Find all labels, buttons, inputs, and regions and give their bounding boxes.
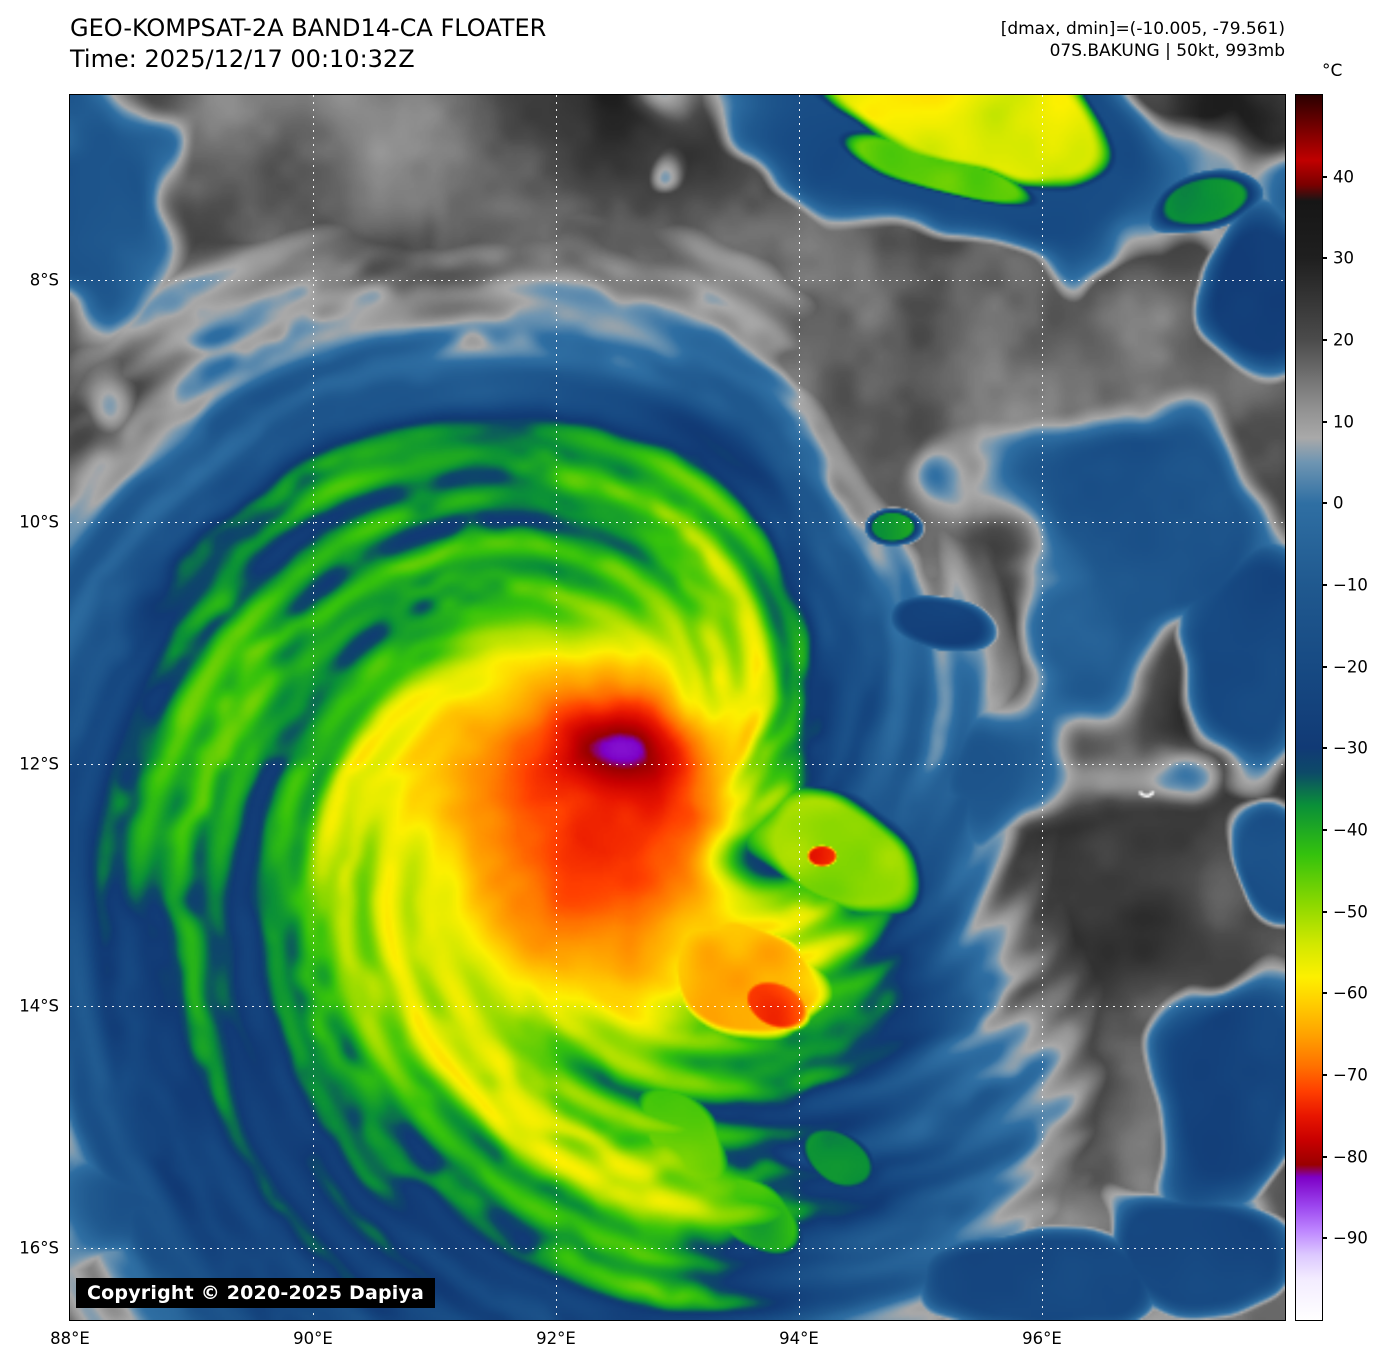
lat-tick-label: 16°S bbox=[19, 1238, 59, 1258]
copyright-badge: Copyright © 2020-2025 Dapiya bbox=[76, 1278, 436, 1308]
colorbar-unit-label: °C bbox=[1322, 61, 1343, 81]
colorbar-tick-label: −10 bbox=[1333, 575, 1368, 595]
colorbar-tickmark bbox=[1323, 339, 1327, 341]
storm-info: 07S.BAKUNG | 50kt, 993mb bbox=[1049, 41, 1285, 61]
colorbar-tickmark bbox=[1323, 1074, 1327, 1076]
colorbar-tickmark bbox=[1323, 502, 1327, 505]
colorbar-tick-label: 10 bbox=[1333, 412, 1354, 432]
colorbar-tick-label: 0 bbox=[1333, 493, 1344, 513]
colorbar-tick-label: 40 bbox=[1333, 167, 1354, 187]
lon-tick-label: 90°E bbox=[293, 1329, 333, 1348]
lon-tick-label: 92°E bbox=[536, 1329, 576, 1348]
lat-tick-label: 12°S bbox=[19, 754, 59, 774]
satellite-image bbox=[70, 95, 1285, 1320]
header-left: GEO-KOMPSAT-2A BAND14-CA FLOATER Time: 2… bbox=[70, 13, 546, 75]
colorbar-tick-label: −40 bbox=[1333, 820, 1368, 840]
colorbar-tickmark bbox=[1323, 420, 1327, 423]
colorbar-tick-label: −60 bbox=[1333, 983, 1368, 1003]
colorbar-tickmark bbox=[1323, 992, 1327, 995]
colorbar-tickmark bbox=[1323, 747, 1327, 750]
colorbar-tick-label: −50 bbox=[1333, 902, 1368, 922]
colorbar-tick-label: 30 bbox=[1333, 248, 1354, 268]
colorbar-gradient bbox=[1295, 94, 1323, 1321]
header-right: [dmax, dmin]=(-10.005, -79.561) 07S.BAKU… bbox=[1001, 18, 1285, 62]
colorbar-tickmark bbox=[1323, 257, 1327, 260]
colorbar-tick-label: −70 bbox=[1333, 1065, 1368, 1085]
lat-axis: 8°S 10°S 12°S 14°S 16°S bbox=[0, 95, 64, 1320]
colorbar-tickmark bbox=[1323, 829, 1327, 831]
lon-axis: 88°E 90°E 92°E 94°E 96°E bbox=[50, 1329, 1285, 1353]
figure-title: GEO-KOMPSAT-2A BAND14-CA FLOATER bbox=[70, 14, 547, 42]
colorbar-tick-label: −90 bbox=[1333, 1228, 1368, 1248]
lat-tick-label: 10°S bbox=[19, 512, 59, 532]
lat-tick-label: 14°S bbox=[19, 996, 59, 1016]
dmax-dmin-readout: [dmax, dmin]=(-10.005, -79.561) bbox=[1000, 19, 1285, 39]
colorbar-tickmark bbox=[1323, 910, 1327, 913]
colorbar-tick-label: 20 bbox=[1333, 330, 1354, 350]
colorbar-tick-label: −20 bbox=[1333, 657, 1368, 677]
colorbar: °C 40 30 20 10 0 −10 −20 −30 −40 −50 −60 −70 −80 −90 bbox=[1295, 61, 1388, 1321]
colorbar-tickmark bbox=[1323, 1155, 1327, 1158]
lat-tick-label: 8°S bbox=[29, 270, 59, 290]
figure-time: Time: 2025/12/17 00:10:32Z bbox=[70, 45, 415, 73]
colorbar-tickmark bbox=[1323, 1237, 1327, 1240]
lon-tick-label: 94°E bbox=[779, 1329, 819, 1348]
colorbar-tick-label: −80 bbox=[1333, 1147, 1368, 1167]
colorbar-tickmark bbox=[1323, 175, 1327, 178]
colorbar-tickmark bbox=[1323, 665, 1327, 668]
lon-tick-label: 88°E bbox=[50, 1329, 90, 1348]
colorbar-tick-label: −30 bbox=[1333, 738, 1368, 758]
lon-tick-label: 96°E bbox=[1022, 1329, 1062, 1348]
colorbar-tickmark bbox=[1323, 584, 1327, 586]
map-area: Copyright © 2020-2025 Dapiya bbox=[69, 94, 1286, 1321]
